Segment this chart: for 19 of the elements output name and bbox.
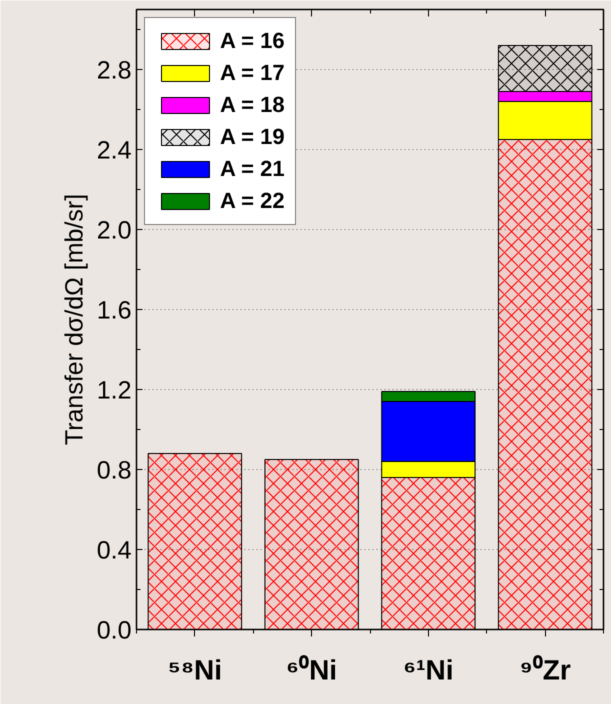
y-tick-label: 0.8 (96, 456, 132, 484)
y-tick-label: 1.6 (96, 296, 132, 324)
y-axis-title: Transfer dσ/dΩ [mb/sr] (60, 194, 89, 446)
x-tick-label: ⁶⁰Ni (286, 654, 338, 686)
legend-label: A = 17 (220, 60, 285, 86)
legend-label: A = 19 (220, 124, 285, 150)
x-tick-label: ⁵⁸Ni (168, 654, 222, 686)
y-tick-label: 2.8 (96, 56, 132, 84)
y-tick-label: 2.4 (96, 136, 132, 164)
legend-label: A = 22 (220, 188, 285, 214)
y-tick-label: 0.0 (96, 616, 132, 644)
legend-label: A = 16 (220, 28, 285, 54)
y-tick-label: 1.2 (96, 376, 132, 404)
legend-label: A = 21 (220, 156, 285, 182)
x-tick-label: ⁹⁰Zr (519, 654, 571, 686)
y-tick-label: 0.4 (96, 536, 132, 564)
x-tick-label: ⁶¹Ni (403, 654, 454, 686)
y-tick-label: 2.0 (96, 216, 132, 244)
legend-label: A = 18 (220, 92, 285, 118)
